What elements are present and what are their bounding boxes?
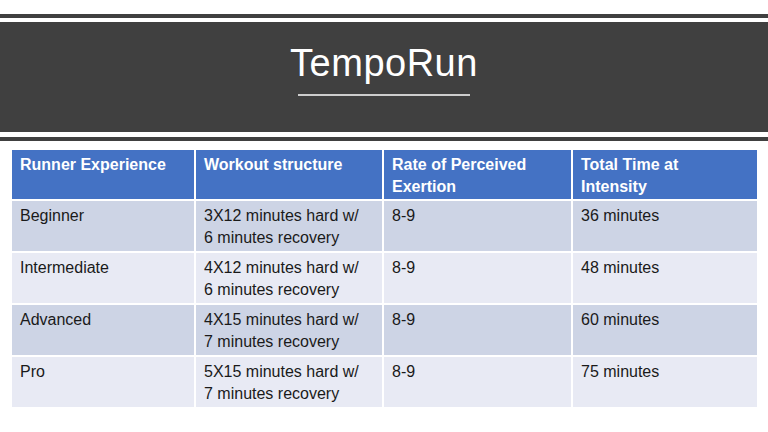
bottom-rule (0, 137, 768, 141)
workout-table: Runner Experience Workout structure Rate… (12, 150, 757, 409)
cell-experience: Beginner (12, 201, 196, 253)
cell-experience: Advanced (12, 305, 196, 357)
top-rule (0, 14, 768, 18)
slide-title: TempoRun (0, 22, 768, 83)
cell-total-time: 48 minutes (573, 253, 757, 305)
header-cell-total-time-at-intensity: Total Time at Intensity (573, 150, 757, 201)
cell-experience: Intermediate (12, 253, 196, 305)
header-cell-rate-of-perceived-exertion: Rate of Perceived Exertion (384, 150, 573, 201)
cell-workout: 3X12 minutes hard w/ 6 minutes recovery (196, 201, 384, 253)
cell-total-time: 60 minutes (573, 305, 757, 357)
title-band: TempoRun (0, 22, 768, 132)
slide-canvas: TempoRun Runner Experience Workout struc… (0, 0, 768, 432)
cell-exertion: 8-9 (384, 305, 573, 357)
header-cell-runner-experience: Runner Experience (12, 150, 196, 201)
cell-total-time: 36 minutes (573, 201, 757, 253)
header-cell-workout-structure: Workout structure (196, 150, 384, 201)
cell-exertion: 8-9 (384, 201, 573, 253)
cell-workout: 4X12 minutes hard w/ 6 minutes recovery (196, 253, 384, 305)
cell-workout: 5X15 minutes hard w/ 7 minutes recovery (196, 357, 384, 409)
cell-workout: 4X15 minutes hard w/ 7 minutes recovery (196, 305, 384, 357)
title-underline (298, 94, 470, 96)
cell-exertion: 8-9 (384, 357, 573, 409)
cell-exertion: 8-9 (384, 253, 573, 305)
cell-total-time: 75 minutes (573, 357, 757, 409)
cell-experience: Pro (12, 357, 196, 409)
